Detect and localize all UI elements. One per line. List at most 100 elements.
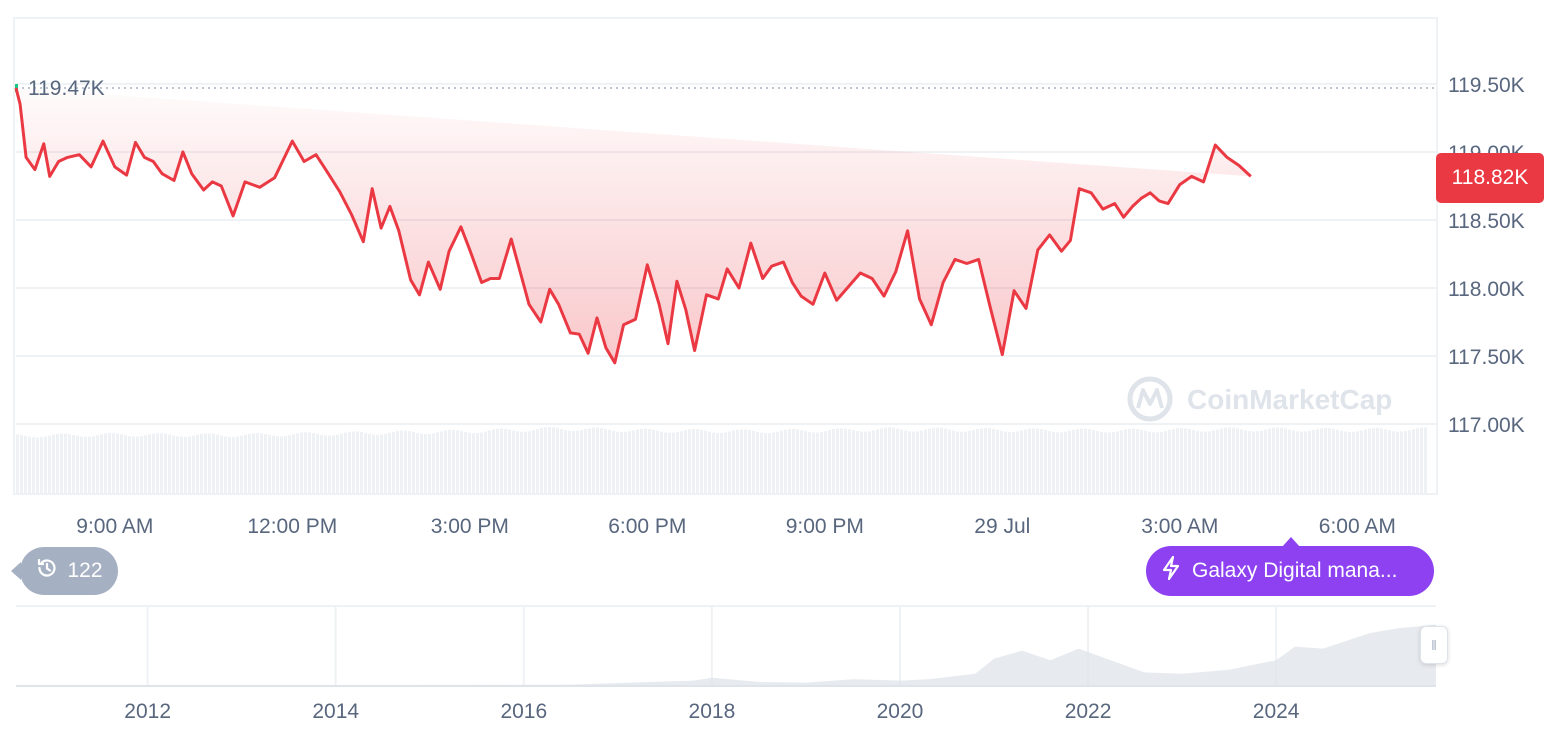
volume-bar [236,436,239,494]
volume-bar [56,433,59,494]
volume-bar [60,433,63,494]
volume-bar [996,429,999,494]
volume-bar [1396,431,1399,494]
volume-bar [756,431,759,494]
price-line[interactable] [14,87,1252,365]
volume-bar [760,432,763,494]
volume-bar [796,429,799,494]
volume-bar [412,431,415,494]
volume-bar [604,428,607,494]
volume-bar [860,431,863,494]
volume-bar [1216,429,1219,494]
volume-bar [144,435,147,494]
volume-bar [736,429,739,494]
history-icon [35,556,59,586]
volume-bar [1144,430,1147,494]
volume-bar [40,437,43,494]
volume-bar [1360,430,1363,494]
volume-bar [1164,430,1167,494]
volume-bar [232,437,235,494]
navigator-year-label: 2016 [500,700,547,723]
volume-bar [932,427,935,494]
volume-bar [1136,428,1139,494]
volume-bar [1380,428,1383,494]
volume-bar [276,436,279,494]
volume-bar [636,429,639,494]
volume-bar [1160,431,1163,494]
volume-bar [520,431,523,494]
volume-bar [1188,429,1191,494]
navigator-handle[interactable]: ‖ [1420,626,1448,664]
volume-bar [712,432,715,494]
volume-bar [692,428,695,494]
volume-bar [68,434,71,494]
volume-bar [1100,431,1103,494]
volume-bar [872,430,875,494]
volume-bar [488,430,491,494]
volume-bar [1212,430,1215,494]
volume-bar [324,435,327,494]
volume-bar [620,432,623,494]
volume-bar [392,431,395,494]
volume-bar [464,431,467,494]
volume-bar [1184,428,1187,494]
volume-bar [816,432,819,494]
volume-bar [100,434,103,494]
volume-bar [688,429,691,494]
volume-bar [652,429,655,494]
volume-bar [1284,428,1287,494]
volume-bar [148,434,151,494]
volume-bar [504,428,507,494]
reference-label: 119.47K [28,77,105,100]
range-navigator[interactable]: 2012 2014 2016 2018 2020 2022 2024 [16,605,1436,723]
volume-bar [96,435,99,494]
volume-bar [500,428,503,494]
volume-bar [220,435,223,494]
news-pill[interactable]: Galaxy Digital mana... [1146,537,1434,596]
x-tick-label: 3:00 PM [431,515,509,538]
volume-bar [132,436,135,494]
y-axis: 119.50K119.00K118.50K118.00K117.50K117.0… [1448,74,1525,437]
volume-bar [1356,431,1359,494]
volume-bar [312,433,315,494]
volume-bar [536,429,539,494]
volume-bar [1328,428,1331,494]
volume-bar [628,431,631,494]
volume-bar [52,434,55,494]
volume-bar [264,433,267,494]
volume-bar [612,430,615,494]
volume-bar [1028,428,1031,494]
volume-bar [64,433,67,494]
volume-bar [300,432,303,494]
volume-bar [472,433,475,494]
volume-bar [1140,429,1143,494]
volume-bar [48,435,51,494]
volume-bar [820,431,823,494]
volume-bar [1036,428,1039,494]
volume-bar [436,432,439,494]
volume-bar [560,428,563,494]
volume-bar [1076,429,1079,494]
volume-bar [384,433,387,494]
volume-bar [828,429,831,494]
volume-bar [912,431,915,494]
volume-bar [704,430,707,494]
volume-bar [1244,430,1247,494]
volume-bar [1376,427,1379,494]
events-badge[interactable]: 122 [11,547,118,595]
volume-bar [360,432,363,494]
volume-bar [1272,427,1275,494]
volume-bar [296,433,299,494]
volume-bar [876,429,879,494]
volume-bar [664,432,667,494]
volume-bar [76,435,79,494]
price-line-series[interactable] [14,87,1252,365]
news-headline: Galaxy Digital mana... [1192,559,1398,582]
volume-bar [28,436,31,494]
volume-bar [1296,431,1299,494]
volume-bar [104,433,107,494]
volume-bar [740,429,743,494]
volume-bar [928,428,931,494]
